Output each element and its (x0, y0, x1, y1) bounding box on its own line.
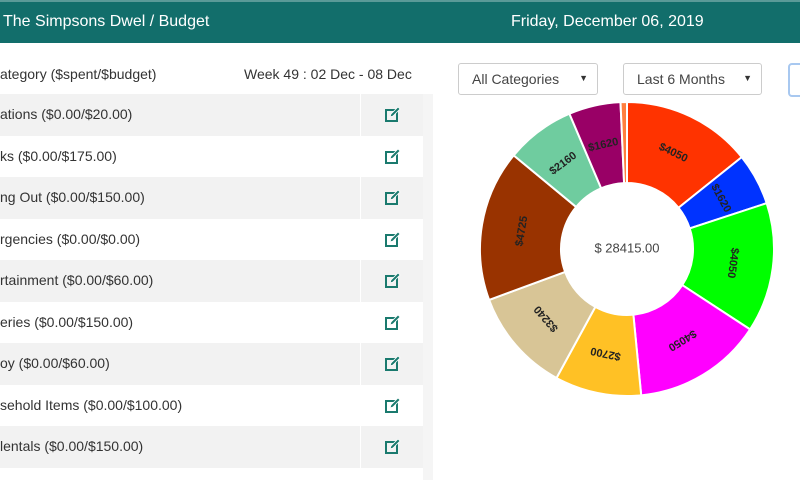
chart-slice[interactable] (619, 100, 628, 185)
edit-button[interactable] (360, 135, 424, 177)
edit-button[interactable] (360, 426, 424, 468)
dropdown-caret-icon: ▼ (579, 73, 588, 83)
edit-icon (384, 439, 401, 455)
period-select[interactable]: Last 6 Months ▼ (623, 63, 762, 95)
category-row: ations ($0.00/$20.00) (0, 94, 423, 136)
slice-label: $2700 (589, 344, 621, 362)
category-select[interactable]: All Categories ▼ (458, 63, 598, 95)
edit-icon (384, 107, 401, 123)
category-row: ng Out ($0.00/$150.00) (0, 177, 423, 219)
edit-icon (384, 190, 401, 206)
category-row: rtainment ($0.00/$60.00) (0, 260, 423, 302)
category-label: oy ($0.00/$60.00) (0, 355, 110, 371)
edit-button[interactable] (360, 177, 424, 219)
partial-button[interactable] (788, 63, 800, 97)
chart-slice[interactable] (626, 100, 744, 210)
current-date: Friday, December 06, 2019 (511, 13, 704, 30)
category-row: lentals ($0.00/$150.00) (0, 426, 423, 468)
edit-icon (384, 148, 401, 164)
edit-button[interactable] (360, 218, 424, 260)
edit-button[interactable] (360, 94, 424, 136)
edit-button[interactable] (360, 260, 424, 302)
category-row: sehold Items ($0.00/$100.00) (0, 384, 424, 426)
dropdown-caret-icon: ▼ (743, 73, 752, 83)
category-label: ng Out ($0.00/$150.00) (0, 189, 145, 205)
category-row: oy ($0.00/$60.00) (0, 343, 423, 385)
category-row: ks ($0.00/$175.00) (0, 135, 424, 177)
category-label: rgencies ($0.00/$0.00) (0, 230, 141, 247)
category-label: eries ($0.00/$150.00) (0, 313, 134, 330)
edit-button[interactable] (360, 384, 424, 426)
spending-doughnut-chart: $4050$1620$4050$4050$2700$3240$4725$2160… (479, 100, 775, 397)
category-row: eries ($0.00/$150.00) (0, 301, 424, 343)
edit-icon (384, 273, 401, 289)
week-range: Week 49 : 02 Dec - 08 Dec (244, 66, 412, 82)
chart-slice[interactable] (680, 201, 775, 331)
top-bar: The Simpsons Dwel / Budget Friday, Decem… (0, 0, 800, 43)
category-label: lentals ($0.00/$150.00) (0, 438, 144, 454)
category-label: sehold Items ($0.00/$100.00) (0, 396, 183, 413)
category-label: ks ($0.00/$175.00) (0, 147, 117, 164)
category-row: rgencies ($0.00/$0.00) (0, 218, 424, 260)
edit-button[interactable] (360, 343, 424, 385)
page-title: The Simpsons Dwel / Budget (3, 13, 210, 30)
slice-label: $4050 (725, 247, 741, 279)
category-column-header: ategory ($spent/$budget) (0, 66, 157, 82)
category-list: ations ($0.00/$20.00) ks ($0.00/$175.00)… (0, 94, 423, 468)
list-scrollbar[interactable] (423, 94, 433, 480)
chart-slice[interactable] (479, 153, 578, 302)
edit-icon (384, 356, 401, 372)
category-select-value: All Categories (472, 71, 560, 87)
chart-slice[interactable] (632, 283, 752, 397)
chart-total-label: $ 28415.00 (594, 240, 659, 255)
category-label: rtainment ($0.00/$60.00) (0, 272, 154, 288)
edit-button[interactable] (360, 301, 424, 343)
category-label: ations ($0.00/$20.00) (0, 106, 133, 122)
edit-icon (384, 231, 401, 247)
period-select-value: Last 6 Months (637, 71, 725, 87)
edit-icon (384, 397, 401, 413)
edit-icon (384, 314, 401, 330)
slice-label: $4725 (513, 215, 530, 247)
